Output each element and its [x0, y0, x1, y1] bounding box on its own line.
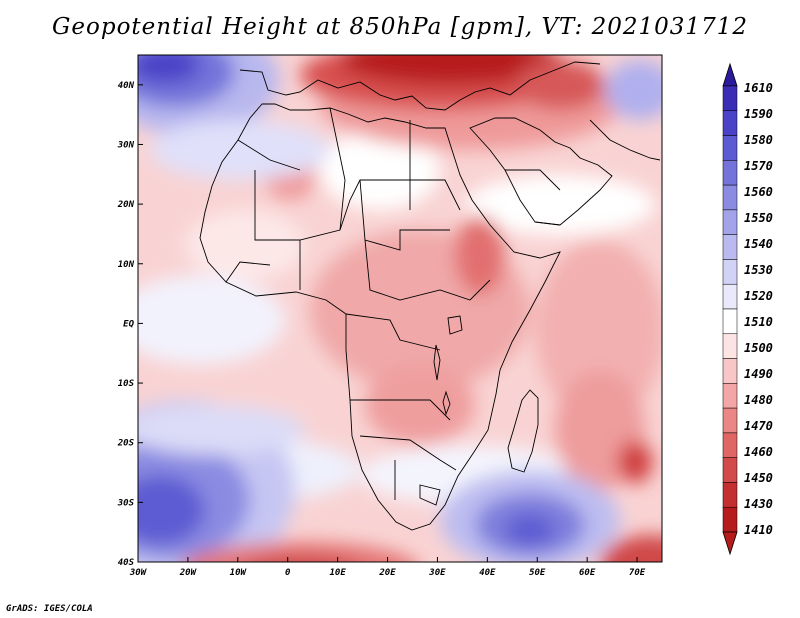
credit-text: GrADS: IGES/COLA — [6, 604, 93, 614]
plot-frame — [137, 54, 663, 563]
colorbar-label: 1510 — [744, 315, 773, 329]
colorbar-label: 1480 — [744, 393, 773, 407]
lon-label: 10E — [329, 568, 346, 578]
lat-label: 10S — [118, 379, 135, 389]
colorbar-band — [722, 383, 738, 409]
lon-label: 40E — [479, 568, 496, 578]
colorbar-label: 1450 — [744, 471, 773, 485]
lon-label: 30E — [428, 568, 446, 578]
colorbar-band — [722, 457, 738, 483]
latitude-axis: 40N 30N 20N 10N EQ 10S 20S 30S 40S — [117, 81, 143, 568]
colorbar-label: 1500 — [744, 341, 773, 355]
lon-label: 20W — [179, 568, 198, 578]
coastlines — [199, 61, 661, 531]
colorbar-band — [722, 160, 738, 186]
colorbar-band — [722, 259, 738, 285]
colorbar-band — [722, 432, 738, 458]
colorbar-band — [722, 283, 738, 310]
colorbar-label: 1460 — [744, 445, 773, 459]
colorbar-label: 1550 — [744, 211, 773, 225]
colorbar-band — [722, 482, 738, 508]
colorbar-label: 1470 — [744, 419, 773, 433]
colorbar-label: 1520 — [744, 289, 773, 303]
lon-label: 60E — [579, 568, 596, 578]
colorbar-label: 1430 — [744, 497, 773, 511]
colorbar-label: 1570 — [744, 159, 773, 173]
colorbar-bottom-arrow — [722, 531, 738, 556]
colorbar-band — [722, 506, 738, 533]
colorbar-label: 1410 — [744, 523, 773, 537]
colorbar-band — [722, 308, 738, 335]
lat-label: 40N — [118, 81, 135, 91]
lon-label: 50E — [529, 568, 546, 578]
colorbar-label: 1590 — [744, 107, 773, 121]
colorbar-band — [722, 85, 738, 112]
longitude-axis: 30W 20W 10W 0 10E 20E 30E 40E 50E 60E 70E — [129, 557, 646, 578]
colorbar-label: 1610 — [744, 81, 773, 95]
lat-label: 20S — [117, 439, 135, 449]
colorbar-label: 1540 — [744, 237, 773, 251]
map-title: Geopotential Height at 850hPa [gpm], VT:… — [52, 14, 748, 40]
colorbar-top-arrow — [722, 62, 738, 87]
colorbar-band — [722, 333, 738, 359]
lat-label: 30N — [117, 140, 135, 150]
colorbar-band — [722, 358, 738, 384]
colorbar-label: 1530 — [744, 263, 773, 277]
colorbar-band — [722, 110, 738, 136]
colorbar-band — [722, 209, 738, 235]
height-field — [138, 55, 662, 562]
lat-label: EQ — [123, 319, 134, 329]
lon-label: 30W — [129, 568, 148, 578]
lon-label: 0 — [285, 568, 291, 578]
colorbar-label: 1560 — [744, 185, 773, 199]
colorbar-band — [722, 234, 738, 260]
lat-label: 20N — [117, 200, 135, 210]
lon-label: 20E — [378, 568, 396, 578]
colorbar-label: 1490 — [744, 367, 773, 381]
lat-label: 40S — [118, 558, 135, 568]
lat-label: 10N — [118, 260, 135, 270]
lon-label: 70E — [629, 568, 646, 578]
colorbar-band — [722, 184, 738, 211]
lon-label: 10W — [230, 568, 248, 578]
colorbar: 1610 1590 1580 1570 1560 1550 1540 1530 1520 1510… — [722, 62, 773, 556]
colorbar-label: 1580 — [744, 133, 773, 147]
lat-label: 30S — [117, 498, 135, 508]
colorbar-band — [722, 407, 738, 434]
colorbar-band — [722, 135, 738, 161]
